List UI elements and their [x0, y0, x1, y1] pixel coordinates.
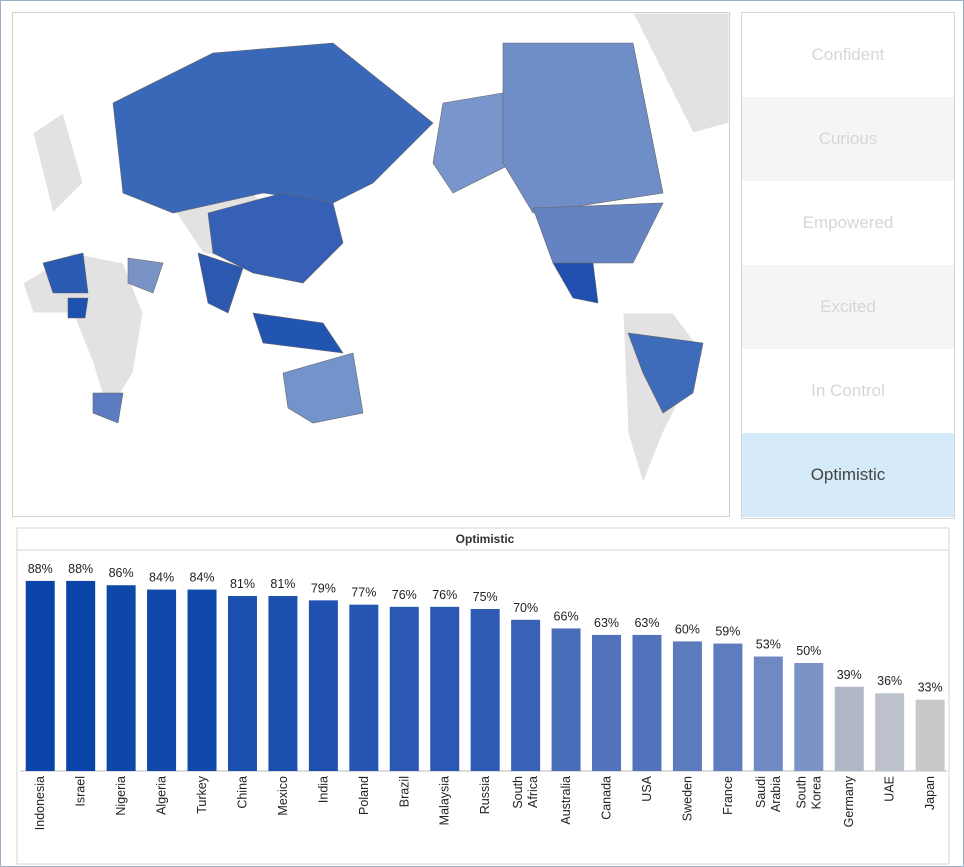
value-label: 33%: [918, 681, 943, 695]
value-label: 75%: [473, 590, 498, 604]
bar: [349, 604, 379, 771]
value-label: 77%: [351, 586, 376, 600]
value-label: 84%: [149, 571, 174, 585]
x-tick-label: SouthAfrica: [511, 776, 540, 809]
x-tick-label: SaudiArabia: [754, 776, 783, 812]
value-label: 86%: [109, 566, 134, 580]
filter-button[interactable]: Excited: [742, 265, 954, 349]
x-tick-label: Poland: [357, 776, 371, 815]
filter-button[interactable]: Optimistic: [742, 433, 954, 517]
filter-button[interactable]: In Control: [811, 381, 885, 400]
bar: [794, 663, 824, 771]
bar: [308, 600, 338, 771]
bar: [66, 580, 96, 771]
bar: [268, 596, 298, 771]
bar: [915, 699, 945, 771]
x-tick-label: UAE: [883, 776, 897, 802]
bar: [389, 606, 419, 771]
x-tick-label: China: [235, 776, 249, 809]
x-tick-label: SouthKorea: [794, 776, 823, 809]
bar: [227, 596, 257, 771]
filter-button[interactable]: Empowered: [802, 213, 894, 232]
chart-title: Optimistic: [456, 532, 515, 546]
x-tick-label: Canada: [600, 776, 614, 820]
value-label: 53%: [756, 638, 781, 652]
bar: [25, 580, 55, 771]
value-label: 81%: [230, 577, 255, 591]
value-label: 76%: [392, 588, 417, 602]
bar: [753, 656, 783, 771]
bar: [713, 643, 743, 771]
x-tick-label: India: [316, 776, 330, 803]
x-tick-label: Brazil: [397, 776, 411, 807]
value-label: 66%: [554, 609, 579, 623]
x-tick-label: Algeria: [155, 776, 169, 815]
bar: [511, 619, 541, 771]
x-tick-label: Malaysia: [438, 776, 452, 825]
value-label: 70%: [513, 601, 538, 615]
bar: [551, 628, 581, 771]
value-label: 81%: [270, 577, 295, 591]
x-tick-label: Australia: [559, 776, 573, 825]
filter-panel: Confident Curious Empowered Excited In Contr…: [741, 12, 955, 519]
bar: [187, 589, 217, 771]
x-tick-label: Sweden: [680, 776, 694, 821]
value-label: 59%: [715, 625, 740, 639]
value-label: 36%: [877, 674, 902, 688]
value-label: 84%: [190, 571, 215, 585]
x-tick-label: Israel: [74, 776, 88, 807]
value-label: 63%: [594, 616, 619, 630]
bar: [834, 686, 864, 771]
bar: [875, 693, 905, 771]
x-tick-label: Japan: [923, 776, 937, 810]
value-label: 63%: [634, 616, 659, 630]
value-label: 79%: [311, 581, 336, 595]
value-label: 88%: [28, 562, 53, 576]
x-tick-label: Germany: [842, 775, 856, 827]
x-tick-label: USA: [640, 775, 654, 801]
bar: [470, 609, 500, 771]
world-map: [12, 12, 730, 517]
chart-frame: [16, 527, 950, 865]
value-label: 60%: [675, 622, 700, 636]
x-tick-label: Mexico: [276, 776, 290, 816]
bar: [106, 585, 136, 771]
x-tick-label: Nigeria: [114, 776, 128, 816]
x-tick-label: Indonesia: [33, 776, 47, 830]
bar: [632, 634, 662, 771]
bar: [672, 641, 702, 771]
x-tick-label: Turkey: [195, 775, 209, 813]
bar: [147, 589, 177, 771]
value-label: 50%: [796, 644, 821, 658]
value-label: 39%: [837, 668, 862, 682]
value-label: 76%: [432, 588, 457, 602]
value-label: 88%: [68, 562, 93, 576]
bar: [430, 606, 460, 771]
filter-button[interactable]: Confident: [811, 45, 885, 64]
x-tick-label: Russia: [478, 776, 492, 814]
x-tick-label: France: [721, 776, 735, 815]
filter-button[interactable]: Curious: [742, 97, 954, 181]
bar: [592, 634, 622, 771]
